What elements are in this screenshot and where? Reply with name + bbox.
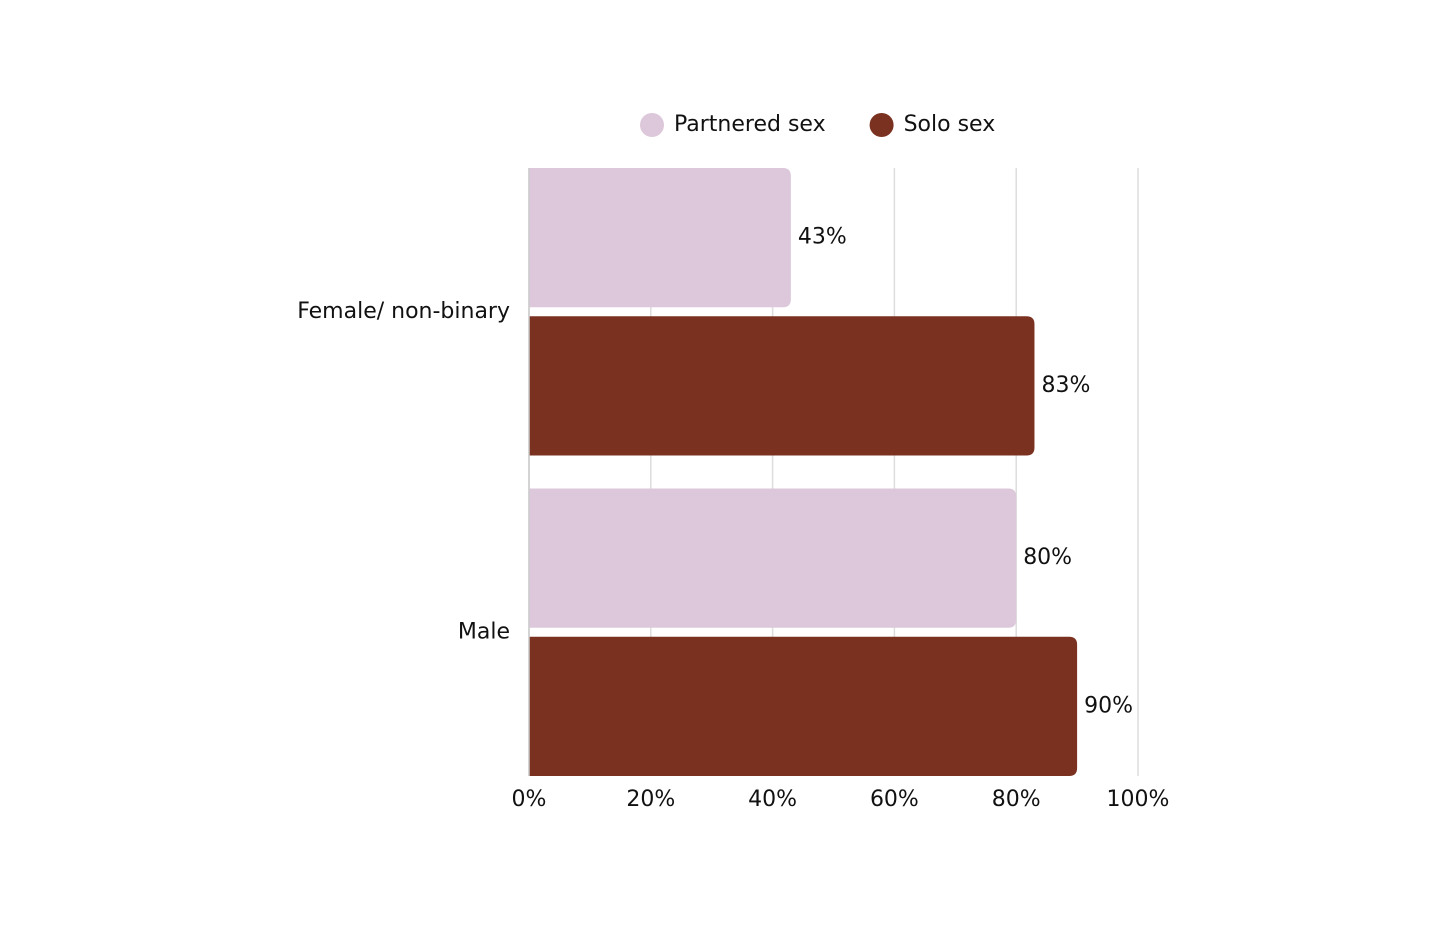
y-tick-label: Female/ non-binary — [297, 299, 510, 324]
bar — [529, 636, 1078, 776]
legend-label: Partnered sex — [674, 112, 826, 137]
value-label: 43% — [798, 225, 847, 250]
x-tick-label: 100% — [1107, 787, 1170, 812]
bar — [529, 316, 1035, 456]
legend-marker — [640, 113, 664, 137]
x-tick-label: 0% — [512, 787, 547, 812]
x-tick-label: 60% — [870, 787, 919, 812]
value-label: 80% — [1023, 545, 1072, 570]
legend-marker — [869, 113, 894, 137]
x-tick-label: 80% — [992, 787, 1041, 812]
y-tick-label: Male — [458, 619, 510, 644]
x-tick-label: 40% — [748, 787, 797, 812]
legend-label: Solo sex — [904, 112, 996, 137]
value-label: 83% — [1041, 373, 1090, 398]
bar — [529, 168, 791, 308]
value-label: 90% — [1084, 693, 1133, 718]
x-tick-label: 20% — [626, 787, 675, 812]
bar — [529, 488, 1017, 628]
